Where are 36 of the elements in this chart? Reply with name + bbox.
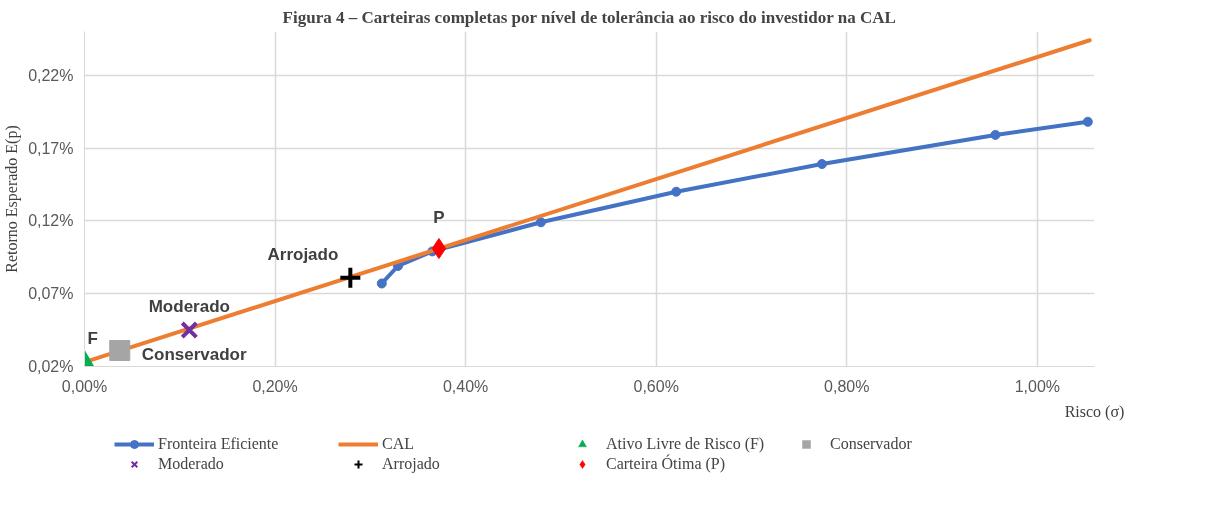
legend-label: Carteira Ótima (P): [606, 455, 727, 473]
legend-label: CAL: [382, 435, 415, 453]
y-tick-label: 0,02%: [28, 358, 74, 375]
point: [338, 265, 363, 290]
y-tick-label: 0,12%: [28, 212, 74, 230]
point: [671, 186, 682, 197]
x-tick-label: 0,20%: [252, 377, 298, 395]
x-tick-label: 0,80%: [824, 377, 870, 395]
point: [376, 278, 387, 289]
point: [1082, 116, 1093, 127]
chart-title: Figura 4 – Carteiras completas por nível de tolerância ao risco do investidor na CAL: [282, 7, 896, 27]
legend-label: Moderado: [158, 455, 225, 473]
x-tick-label: 0,60%: [633, 377, 679, 395]
x-tick-label: 0,40%: [442, 377, 489, 395]
legend-label: Conservador: [830, 435, 913, 453]
annotation: P: [433, 207, 445, 227]
y-tick-label: 0,07%: [28, 285, 74, 303]
annotation: F: [87, 329, 98, 349]
legend-label: Fronteira Eficiente: [158, 435, 280, 453]
x-tick-label: 0,00%: [61, 377, 108, 395]
annotation: Moderado: [148, 297, 230, 317]
legend-label: Arrojado: [382, 455, 441, 473]
y-tick-label: 0,22%: [28, 66, 74, 84]
point: [535, 217, 546, 228]
y-axis-title: Retorno Esperado E(p): [3, 125, 22, 273]
x-axis-title: Risco (σ): [1064, 402, 1125, 421]
x-tick-label: 1,00%: [1014, 377, 1061, 395]
point: [431, 238, 447, 260]
point: [990, 129, 1001, 140]
annotation: Conservador: [141, 345, 247, 365]
point: [816, 159, 827, 170]
annotation: Arrojado: [267, 244, 339, 264]
point: [109, 339, 131, 361]
y-tick-label: 0,17%: [28, 139, 74, 157]
point: [180, 321, 199, 340]
legend-label: Ativo Livre de Risco (F): [606, 435, 766, 453]
